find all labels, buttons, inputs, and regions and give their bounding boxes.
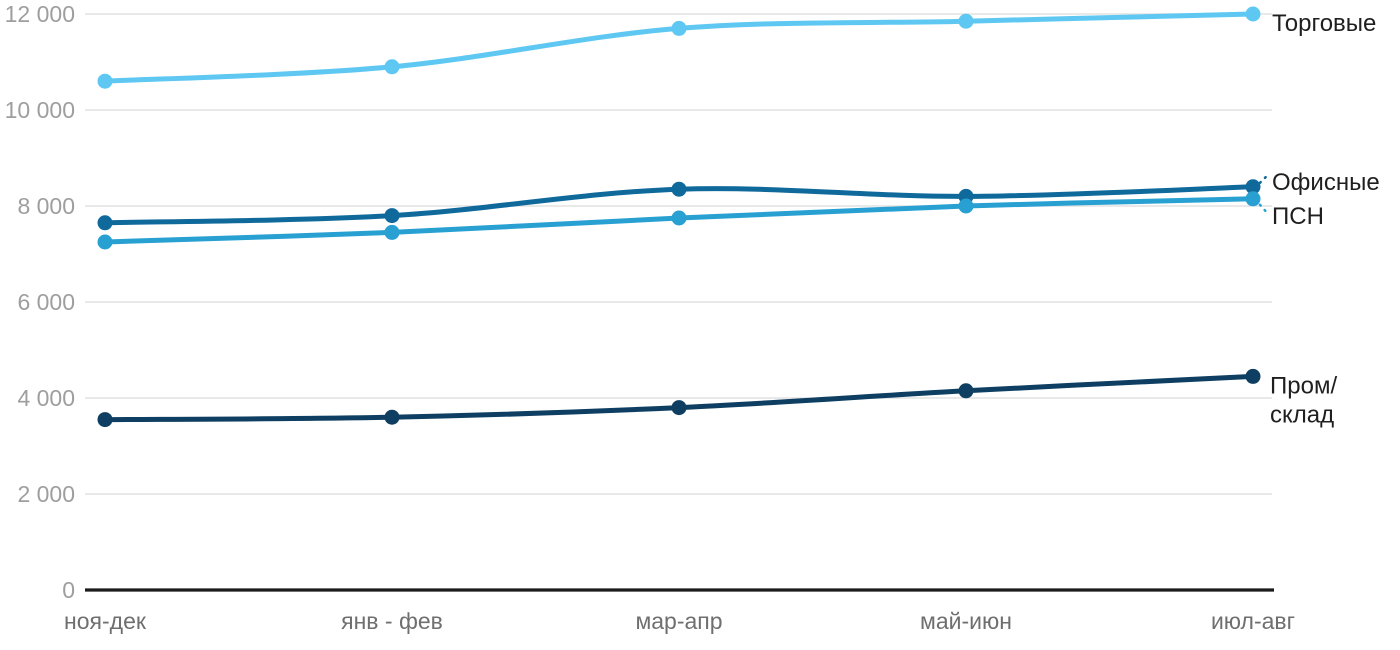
y-tick-label: 4 000 — [17, 385, 75, 411]
series-point — [1245, 191, 1261, 207]
label-leader-line — [1258, 203, 1270, 216]
x-tick-label: ноя-дек — [64, 608, 147, 634]
x-tick-label: мар-апр — [635, 608, 722, 634]
series-label: Торговые — [1272, 10, 1376, 37]
series-label: Пром/ — [1270, 373, 1337, 400]
series-point — [384, 409, 400, 425]
series-point — [384, 59, 400, 75]
series-point — [1245, 368, 1261, 384]
y-tick-label: 2 000 — [17, 481, 75, 507]
series-point — [671, 181, 687, 197]
y-tick-label: 12 000 — [5, 1, 75, 27]
series-point — [671, 400, 687, 416]
series-point — [958, 383, 974, 399]
series-point — [671, 20, 687, 36]
series-point — [384, 208, 400, 224]
series-point — [384, 224, 400, 240]
series-label: склад — [1270, 402, 1334, 429]
x-tick-label: янв - фев — [341, 608, 443, 634]
series-point — [958, 13, 974, 29]
series-point — [1245, 6, 1261, 22]
series-point — [1245, 179, 1261, 195]
series-point — [958, 198, 974, 214]
x-tick-label: июл-авг — [1211, 608, 1295, 634]
y-tick-label: 0 — [62, 577, 75, 603]
y-tick-label: 10 000 — [5, 97, 75, 123]
series-point — [671, 210, 687, 226]
series-label: ПСН — [1272, 203, 1324, 230]
x-tick-label: май-июн — [920, 608, 1012, 634]
label-leader-line — [1258, 173, 1270, 185]
series-point — [97, 215, 113, 231]
y-tick-label: 6 000 — [17, 289, 75, 315]
series-point — [97, 234, 113, 250]
y-tick-label: 8 000 — [17, 193, 75, 219]
series-point — [97, 412, 113, 428]
series-label: Офисные — [1272, 169, 1380, 196]
series-point — [97, 73, 113, 89]
